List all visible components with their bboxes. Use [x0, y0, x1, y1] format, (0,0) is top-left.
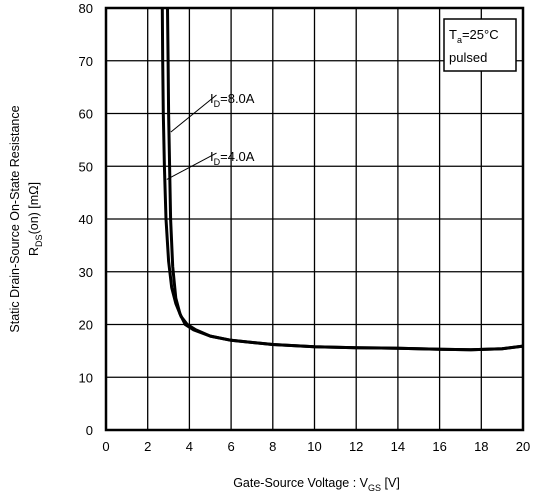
y-tick-label: 30	[79, 265, 93, 280]
y-tick-label: 40	[79, 212, 93, 227]
x-tick-label: 16	[432, 439, 446, 454]
y-axis-label-line2: RDS(on) [mΩ]	[27, 182, 44, 256]
grid-lines	[106, 8, 523, 430]
x-tick-label: 12	[349, 439, 363, 454]
y-tick-label: 70	[79, 54, 93, 69]
series-4a-label: ID=4.0A	[210, 149, 255, 167]
y-tick-label: 20	[79, 318, 93, 333]
x-tick-label: 18	[474, 439, 488, 454]
y-tick-label: 0	[86, 423, 93, 438]
x-tick-label: 6	[227, 439, 234, 454]
x-tick-label: 2	[144, 439, 151, 454]
x-tick-label: 14	[391, 439, 405, 454]
x-axis-label: Gate-Source Voltage : VGS [V]	[233, 476, 400, 493]
series-8a-label: ID=8.0A	[210, 91, 255, 109]
series-8a-leader	[170, 94, 217, 133]
x-tick-label: 4	[186, 439, 193, 454]
y-tick-label: 50	[79, 159, 93, 174]
series-4a-leader	[166, 152, 217, 180]
conditions-temperature: Ta=25°C	[449, 27, 499, 45]
x-tick-label: 10	[307, 439, 321, 454]
series-line-1	[160, 7, 524, 352]
y-tick-label: 10	[79, 370, 93, 385]
conditions-pulsed: pulsed	[449, 50, 487, 65]
y-tick-label: 80	[79, 1, 93, 16]
plot-frame	[104, 6, 525, 432]
tick-labels: 0 2 4 6 8 10 12 14 16 18 20 0 10 20 30 40 50 60 70 80	[79, 1, 531, 454]
y-axis-label-line1: Static Drain-Source On-State Resistance	[8, 105, 22, 332]
x-tick-label: 0	[102, 439, 109, 454]
x-tick-label: 20	[516, 439, 530, 454]
series-lines	[160, 7, 524, 352]
y-tick-label: 60	[79, 107, 93, 122]
conditions-box: Ta=25°C pulsed	[443, 18, 517, 72]
x-tick-label: 8	[269, 439, 276, 454]
